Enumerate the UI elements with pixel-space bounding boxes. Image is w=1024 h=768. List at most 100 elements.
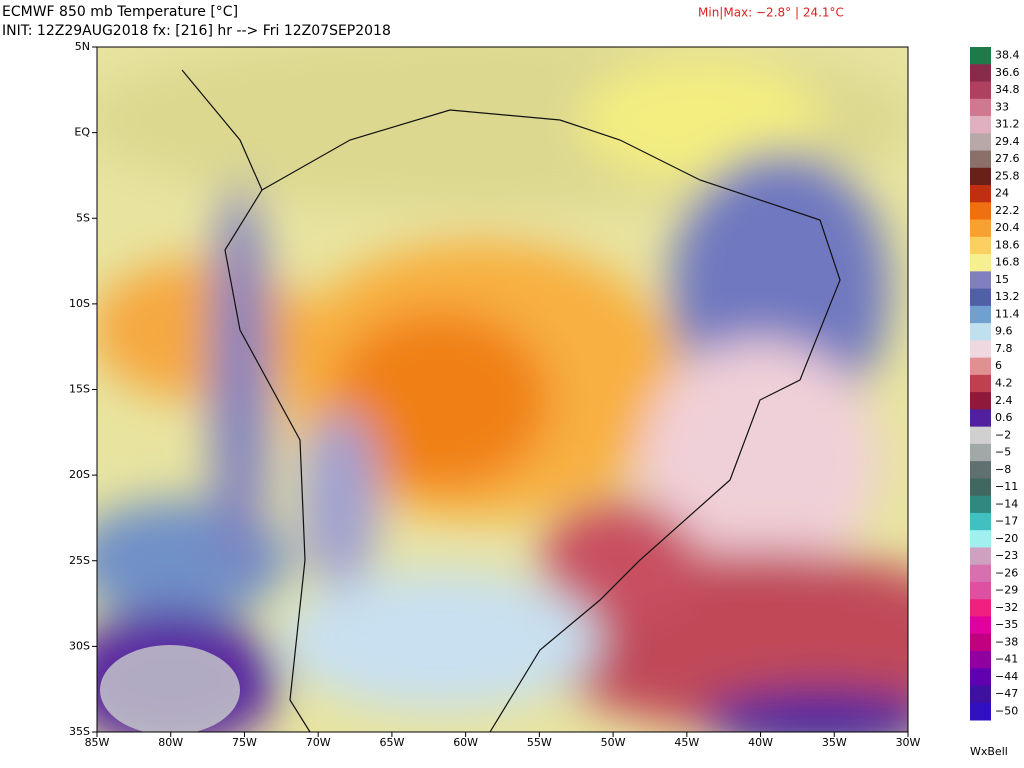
colorbar-swatch — [970, 219, 991, 238]
colorbar-swatch — [970, 271, 991, 290]
colorbar-swatch — [970, 685, 991, 704]
lon-label: 65W — [379, 736, 404, 749]
colorbar-label: 24 — [995, 187, 1009, 200]
colorbar-label: −17 — [995, 515, 1018, 528]
colorbar-label: 36.6 — [995, 66, 1020, 79]
lon-label: 40W — [748, 736, 773, 749]
colorbar-swatch — [970, 357, 991, 376]
lon-label: 45W — [674, 736, 699, 749]
colorbar-swatch — [970, 64, 991, 83]
colorbar-label: −35 — [995, 618, 1018, 631]
colorbar-label: 13.2 — [995, 290, 1020, 303]
min-max: Min|Max: −2.8° | 24.1°C — [698, 6, 844, 20]
map-title: ECMWF 850 mb Temperature [°C] — [2, 4, 238, 20]
lat-label: 25S — [69, 554, 90, 567]
colorbar-swatch — [970, 202, 991, 221]
colorbar-label: −41 — [995, 653, 1018, 666]
lat-label: 15S — [69, 383, 90, 396]
lon-label: 80W — [158, 736, 183, 749]
brand: WxBell — [970, 745, 1008, 758]
colorbar-label: 16.8 — [995, 256, 1020, 269]
colorbar-swatch — [970, 133, 991, 152]
colorbar-swatch — [970, 305, 991, 324]
colorbar-label: 27.6 — [995, 152, 1020, 165]
init-time: INIT: 12Z29AUG2018 fx: [216] hr --> Fri … — [2, 23, 391, 39]
colorbar-label: 2.4 — [995, 394, 1013, 407]
temperature-field — [97, 47, 908, 732]
colorbar-swatch — [970, 443, 991, 462]
colorbar-label: 11.4 — [995, 307, 1020, 320]
colorbar-swatch — [970, 98, 991, 117]
colorbar-swatch — [970, 116, 991, 134]
colorbar-label: 18.6 — [995, 238, 1020, 251]
colorbar-label: 6 — [995, 359, 1002, 372]
lon-label: 50W — [601, 736, 626, 749]
colorbar-label: −5 — [995, 446, 1011, 459]
colorbar-swatch — [970, 564, 991, 583]
lon-label: 85W — [85, 736, 110, 749]
colorbar-swatch — [970, 323, 991, 341]
colorbar-swatch — [970, 530, 991, 548]
colorbar-swatch — [970, 668, 991, 686]
colorbar-swatch — [970, 702, 991, 721]
colorbar-swatch — [970, 616, 991, 635]
colorbar-swatch — [970, 254, 991, 272]
colorbar: 38.4 36.6 34.8 33 31.2 29.4 27.6 25.8 24 22.2 20.4… — [970, 47, 1020, 721]
colorbar-label: 38.4 — [995, 49, 1020, 62]
lon-labels: 85W 80W 75W 70W 65W 60W 55W 50W 45W 40W 35W 30W — [85, 732, 921, 749]
colorbar-swatch — [970, 478, 991, 497]
colorbar-swatch — [970, 167, 991, 186]
colorbar-swatch — [970, 340, 991, 359]
lat-label: 30S — [69, 639, 90, 652]
colorbar-label: −14 — [995, 497, 1018, 510]
lon-label: 55W — [527, 736, 552, 749]
colorbar-swatch — [970, 392, 991, 410]
lon-label: 75W — [232, 736, 257, 749]
lat-label: 10S — [69, 297, 90, 310]
colorbar-label: 34.8 — [995, 83, 1020, 96]
colorbar-label: −32 — [995, 601, 1018, 614]
colorbar-label: 0.6 — [995, 411, 1013, 424]
colorbar-label: −20 — [995, 532, 1018, 545]
colorbar-label: −11 — [995, 480, 1018, 493]
colorbar-swatch — [970, 633, 991, 652]
colorbar-label: −2 — [995, 428, 1011, 441]
colorbar-swatch — [970, 409, 991, 428]
colorbar-swatch — [970, 374, 991, 393]
lon-label: 60W — [453, 736, 478, 749]
colorbar-swatch — [970, 581, 991, 600]
lon-label: 70W — [306, 736, 331, 749]
colorbar-label: −47 — [995, 687, 1018, 700]
colorbar-label: −23 — [995, 549, 1018, 562]
colorbar-swatch — [970, 150, 991, 169]
colorbar-label: 4.2 — [995, 377, 1013, 390]
colorbar-swatch — [970, 47, 991, 65]
colorbar-label: 29.4 — [995, 135, 1020, 148]
lat-label: EQ — [74, 126, 90, 139]
lon-label: 35W — [822, 736, 847, 749]
colorbar-swatch — [970, 185, 991, 203]
colorbar-label: −26 — [995, 566, 1018, 579]
colorbar-label: 31.2 — [995, 118, 1020, 131]
colorbar-swatch — [970, 547, 991, 566]
colorbar-label: 15 — [995, 273, 1009, 286]
lat-label: 20S — [69, 468, 90, 481]
colorbar-label: −44 — [995, 670, 1018, 683]
colorbar-label: 9.6 — [995, 325, 1013, 338]
colorbar-label: −50 — [995, 704, 1018, 717]
colorbar-swatch — [970, 236, 991, 255]
lat-label: 35S — [69, 725, 90, 738]
colorbar-swatch — [970, 461, 991, 479]
colorbar-label: 25.8 — [995, 169, 1020, 182]
colorbar-swatch — [970, 512, 991, 531]
colorbar-swatch — [970, 599, 991, 617]
lon-label: 30W — [896, 736, 921, 749]
colorbar-label: −38 — [995, 635, 1018, 648]
lat-labels: 5N EQ 5S 10S 15S 20S 25S 30S 35S — [69, 40, 97, 738]
colorbar-label: 20.4 — [995, 221, 1020, 234]
colorbar-label: 33 — [995, 100, 1009, 113]
lat-label: 5S — [76, 211, 90, 224]
colorbar-label: −29 — [995, 584, 1018, 597]
